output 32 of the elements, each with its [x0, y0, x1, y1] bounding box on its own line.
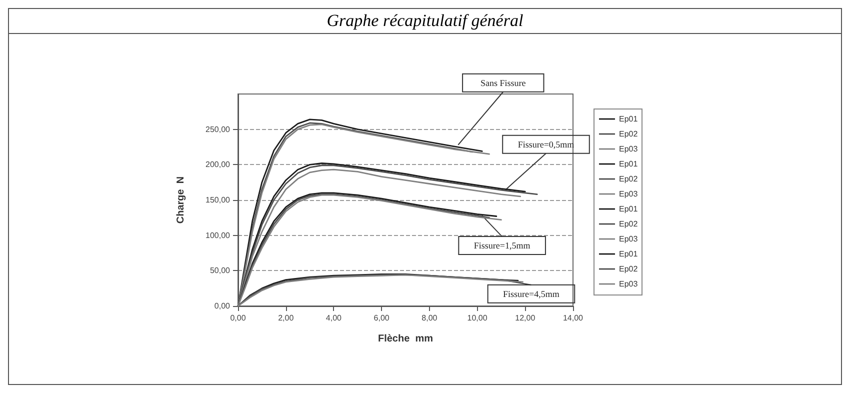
y-tick-label: 0,00	[214, 302, 231, 310]
chart-title: Graphe récapitulatif général	[9, 9, 841, 34]
y-axis-title: Charge N	[176, 176, 186, 224]
y-tick-label: 150,00	[206, 196, 231, 204]
x-tick-label: 6,00	[374, 314, 390, 322]
x-axis-title: Flèche mm	[378, 334, 434, 344]
legend-label: Ep01	[619, 204, 638, 214]
legend-label: Ep03	[619, 190, 638, 198]
annotation: Fissure=4,5mm	[503, 288, 560, 299]
legend-label: Ep01	[619, 250, 638, 258]
legend-label: Ep02	[619, 220, 638, 228]
legend-label: Ep03	[619, 144, 638, 154]
x-tick-label: 8,00	[422, 314, 438, 322]
y-tick-label: 50,00	[210, 266, 231, 276]
legend-label: Ep02	[619, 130, 638, 138]
x-tick-label: 0,00	[230, 314, 246, 322]
x-tick-label: 2,00	[278, 314, 294, 322]
legend-label: Ep03	[619, 234, 638, 244]
annotation: Sans Fissure	[480, 78, 526, 88]
legend-label: Ep02	[619, 174, 638, 184]
legend-label: Ep01	[619, 160, 638, 168]
y-tick-label: 100,00	[206, 230, 231, 240]
x-tick-label: 10,00	[467, 314, 488, 322]
legend-label: Ep02	[619, 264, 638, 274]
x-tick-label: 14,00	[562, 314, 584, 322]
x-tick-label: 12,00	[515, 314, 536, 322]
y-tick-label: 200,00	[206, 160, 231, 170]
annotation: Fissure=1,5mm	[474, 240, 530, 251]
legend-label: Ep03	[619, 280, 638, 288]
x-tick-label: 4,00	[326, 314, 342, 322]
legend-label: Ep01	[619, 114, 638, 124]
y-tick-label: 250,00	[206, 124, 231, 134]
